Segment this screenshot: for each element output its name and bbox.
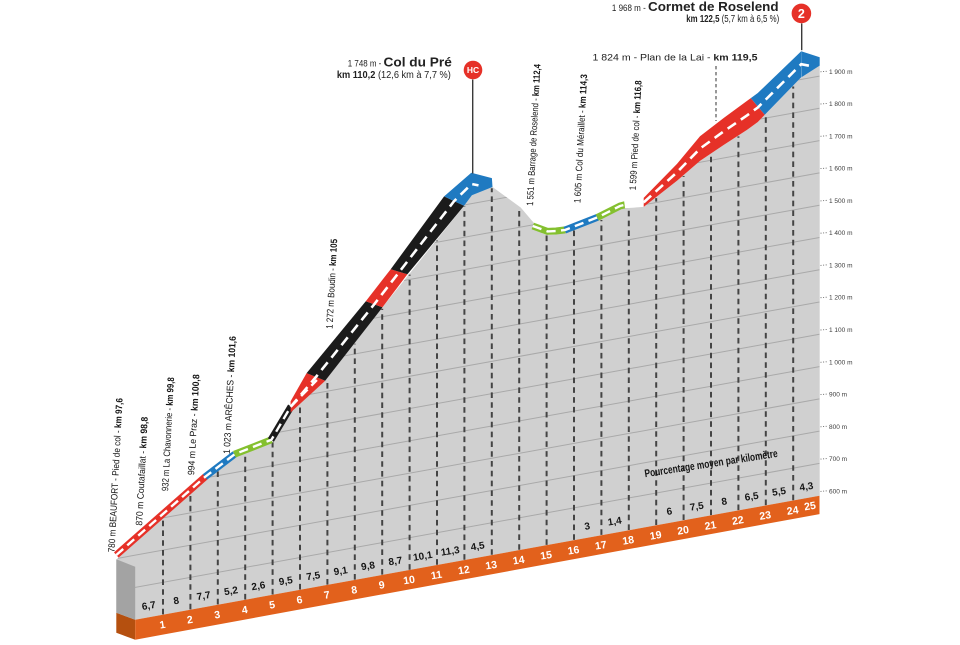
- svg-text:800 m: 800 m: [829, 424, 847, 431]
- svg-text:1 000 m: 1 000 m: [829, 359, 853, 366]
- svg-text:18: 18: [622, 534, 636, 548]
- svg-text:8: 8: [351, 584, 359, 597]
- svg-text:11,3: 11,3: [440, 545, 461, 559]
- svg-text:2: 2: [186, 614, 194, 627]
- svg-text:22: 22: [731, 514, 745, 528]
- svg-text:7,5: 7,5: [306, 570, 322, 583]
- svg-text:1: 1: [159, 619, 167, 632]
- svg-text:24: 24: [786, 504, 800, 518]
- svg-text:7,5: 7,5: [689, 501, 705, 514]
- svg-text:5,5: 5,5: [771, 486, 787, 499]
- svg-text:2,6: 2,6: [251, 580, 267, 593]
- svg-text:900 m: 900 m: [829, 392, 847, 399]
- svg-text:6,5: 6,5: [744, 491, 760, 504]
- svg-text:600 m: 600 m: [829, 488, 847, 495]
- svg-text:700 m: 700 m: [829, 456, 847, 463]
- svg-text:1,4: 1,4: [607, 515, 623, 528]
- svg-text:8: 8: [173, 596, 181, 608]
- svg-text:7: 7: [323, 589, 331, 602]
- svg-text:6: 6: [666, 506, 674, 518]
- svg-text:8,7: 8,7: [388, 555, 404, 568]
- svg-text:5,2: 5,2: [223, 585, 239, 598]
- svg-text:19: 19: [649, 529, 663, 543]
- svg-text:3: 3: [214, 609, 222, 622]
- svg-text:1 700 m: 1 700 m: [829, 133, 853, 140]
- svg-text:25: 25: [803, 500, 817, 514]
- svg-text:km 122,5 (5,7 km à 6,5 %): km 122,5 (5,7 km à 6,5 %): [686, 14, 779, 25]
- svg-text:12: 12: [457, 564, 471, 578]
- svg-text:6,7: 6,7: [141, 600, 157, 613]
- svg-text:20: 20: [676, 524, 690, 538]
- svg-text:994 m Le Praz - km 100,8: 994 m Le Praz - km 100,8: [185, 374, 201, 475]
- svg-text:13: 13: [485, 559, 499, 573]
- svg-text:10: 10: [402, 574, 416, 588]
- svg-text:HC: HC: [467, 65, 479, 75]
- svg-text:1 272 m Boudin - km 105: 1 272 m Boudin - km 105: [324, 239, 340, 329]
- svg-text:15: 15: [539, 549, 553, 563]
- svg-text:1 968 m - Cormet de Roselend: 1 968 m - Cormet de Roselend: [612, 0, 779, 14]
- svg-text:9,1: 9,1: [333, 565, 349, 578]
- svg-text:1 500 m: 1 500 m: [829, 198, 853, 205]
- svg-text:9: 9: [378, 579, 386, 592]
- svg-text:1 400 m: 1 400 m: [829, 230, 853, 237]
- svg-text:9,5: 9,5: [278, 575, 294, 588]
- svg-text:10,1: 10,1: [412, 550, 433, 564]
- svg-text:16: 16: [567, 544, 581, 558]
- svg-text:4,3: 4,3: [799, 481, 815, 494]
- svg-text:km 110,2 (12,6 km à 7,7 %): km 110,2 (12,6 km à 7,7 %): [337, 70, 451, 81]
- svg-text:2: 2: [798, 7, 805, 21]
- svg-text:7,7: 7,7: [196, 590, 212, 603]
- svg-text:1 900 m: 1 900 m: [829, 69, 853, 76]
- svg-text:9,8: 9,8: [360, 560, 376, 573]
- svg-text:1 800 m: 1 800 m: [829, 101, 853, 108]
- svg-text:8: 8: [721, 496, 729, 508]
- svg-text:5: 5: [268, 599, 276, 612]
- svg-text:1 748 m - Col du Pré: 1 748 m - Col du Pré: [348, 55, 452, 70]
- svg-text:1 300 m: 1 300 m: [829, 262, 853, 269]
- svg-text:6: 6: [296, 594, 304, 607]
- svg-text:17: 17: [594, 539, 608, 553]
- svg-text:1 600 m: 1 600 m: [829, 166, 853, 173]
- svg-text:11: 11: [430, 569, 443, 583]
- svg-text:1 824 m - Plan de la Lai - km: 1 824 m - Plan de la Lai - km 119,5: [593, 53, 759, 64]
- svg-text:1 100 m: 1 100 m: [829, 327, 853, 334]
- svg-text:1 200 m: 1 200 m: [829, 295, 853, 302]
- svg-text:3: 3: [584, 521, 592, 533]
- svg-text:4,5: 4,5: [470, 540, 486, 553]
- svg-text:4: 4: [241, 604, 249, 617]
- svg-text:14: 14: [512, 554, 526, 568]
- svg-text:21: 21: [704, 519, 718, 533]
- svg-text:23: 23: [759, 509, 773, 523]
